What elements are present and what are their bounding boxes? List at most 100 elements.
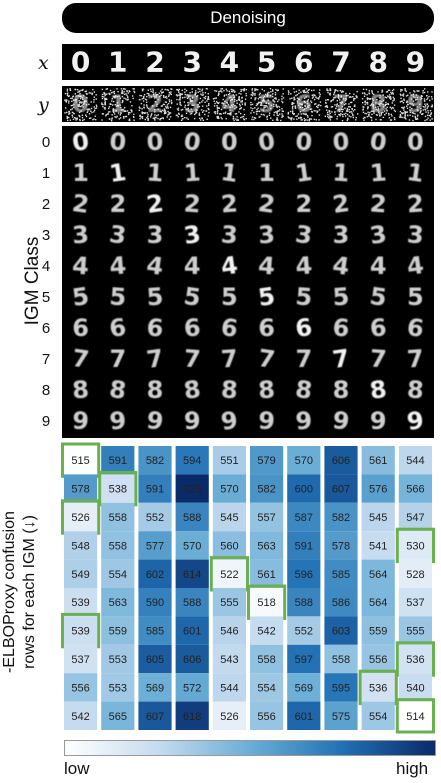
noise-speck	[394, 110, 396, 113]
matrix-cell-value: 522	[220, 569, 238, 581]
noise-speck	[230, 88, 233, 91]
noise-speck	[243, 113, 246, 116]
noise-speck	[272, 89, 274, 91]
noise-speck	[187, 110, 190, 112]
noise-speck	[67, 119, 69, 122]
noise-speck	[180, 104, 182, 107]
noise-speck	[330, 100, 333, 102]
noise-speck	[165, 105, 167, 108]
noise-speck	[429, 115, 432, 118]
noise-speck	[229, 109, 231, 111]
reconstruction-digit: 9	[294, 406, 313, 435]
noise-speck	[316, 105, 318, 108]
matrix-cell-value: 558	[109, 512, 127, 524]
noise-speck	[90, 101, 92, 103]
noise-speck	[178, 91, 180, 93]
noise-speck	[144, 112, 146, 114]
noise-speck	[154, 119, 156, 121]
noise-speck	[179, 96, 181, 98]
noise-speck	[259, 104, 262, 106]
noise-speck	[66, 88, 69, 91]
noise-speck	[318, 119, 320, 121]
noise-speck	[66, 90, 69, 92]
noise-speck	[307, 89, 309, 91]
noise-speck	[377, 91, 379, 93]
noise-speck	[279, 109, 281, 111]
noise-speck	[355, 116, 357, 119]
matrix-cell-value: 561	[369, 455, 387, 467]
noise-speck	[363, 92, 366, 94]
noise-speck	[329, 119, 332, 121]
matrix-cell	[324, 701, 358, 730]
noise-speck	[251, 92, 253, 94]
noise-speck	[372, 99, 374, 101]
noise-speck	[207, 115, 209, 117]
noise-speck	[230, 114, 232, 116]
noise-speck	[260, 113, 262, 116]
noise-speck	[189, 92, 191, 94]
matrix-cell	[138, 701, 172, 730]
noise-speck	[332, 99, 335, 101]
noise-speck	[296, 118, 298, 120]
noise-speck	[157, 114, 159, 116]
noise-speck	[420, 98, 422, 100]
matrix-cell-value: 537	[406, 597, 424, 609]
noise-speck	[427, 112, 430, 114]
noise-speck	[300, 91, 302, 93]
noise-speck	[337, 94, 340, 96]
noise-speck	[306, 102, 309, 105]
noise-speck	[102, 113, 104, 115]
matrix-cell-value: 554	[369, 711, 387, 723]
noise-speck	[291, 106, 294, 108]
matrix-cell-value: 539	[71, 626, 89, 638]
noise-speck	[350, 111, 352, 113]
noise-speck	[103, 92, 105, 94]
noise-speck	[73, 99, 75, 101]
reconstruction-digit: 4	[405, 251, 425, 281]
noise-speck	[68, 102, 70, 104]
noise-speck	[245, 117, 247, 120]
noise-speck	[204, 97, 206, 100]
matrix-cell	[250, 701, 284, 730]
noise-speck	[152, 88, 154, 90]
noise-speck	[207, 108, 210, 110]
noise-speck	[311, 111, 313, 113]
noise-speck	[180, 93, 182, 95]
noise-speck	[235, 113, 238, 115]
noise-speck	[68, 116, 70, 119]
noise-speck	[191, 88, 193, 90]
noise-speck	[233, 119, 235, 122]
reconstruction-digit: 4	[219, 251, 239, 281]
noise-speck	[426, 95, 428, 97]
noise-speck	[293, 99, 295, 101]
noise-speck	[387, 103, 390, 106]
noise-speck	[74, 99, 77, 101]
noise-speck	[205, 110, 207, 112]
noise-speck	[124, 88, 126, 90]
noise-speck	[426, 119, 428, 121]
noise-speck	[199, 117, 201, 119]
noise-speck	[164, 110, 167, 112]
noise-speck	[254, 107, 256, 109]
noise-speck	[250, 107, 252, 109]
matrix-cell-value: 625	[183, 484, 201, 496]
noise-speck	[407, 94, 409, 96]
noise-speck	[233, 95, 236, 97]
noise-speck	[216, 112, 219, 115]
noise-speck	[277, 119, 279, 121]
matrix-cell-value: 579	[257, 455, 275, 467]
noise-speck	[166, 116, 168, 118]
noise-speck	[334, 89, 336, 91]
reconstruction-digit: 5	[332, 282, 351, 311]
reconstruction-digit: 8	[220, 375, 239, 404]
noise-speck	[175, 94, 178, 96]
matrix-cell-value: 595	[332, 682, 350, 694]
matrix-cell	[250, 616, 284, 645]
noise-speck	[257, 107, 259, 109]
noise-speck	[363, 106, 365, 108]
noise-speck	[193, 104, 195, 106]
matrix-cell	[101, 644, 135, 674]
reconstruction-digit: 1	[146, 158, 165, 187]
noise-speck	[125, 93, 127, 95]
noise-speck	[80, 105, 82, 108]
